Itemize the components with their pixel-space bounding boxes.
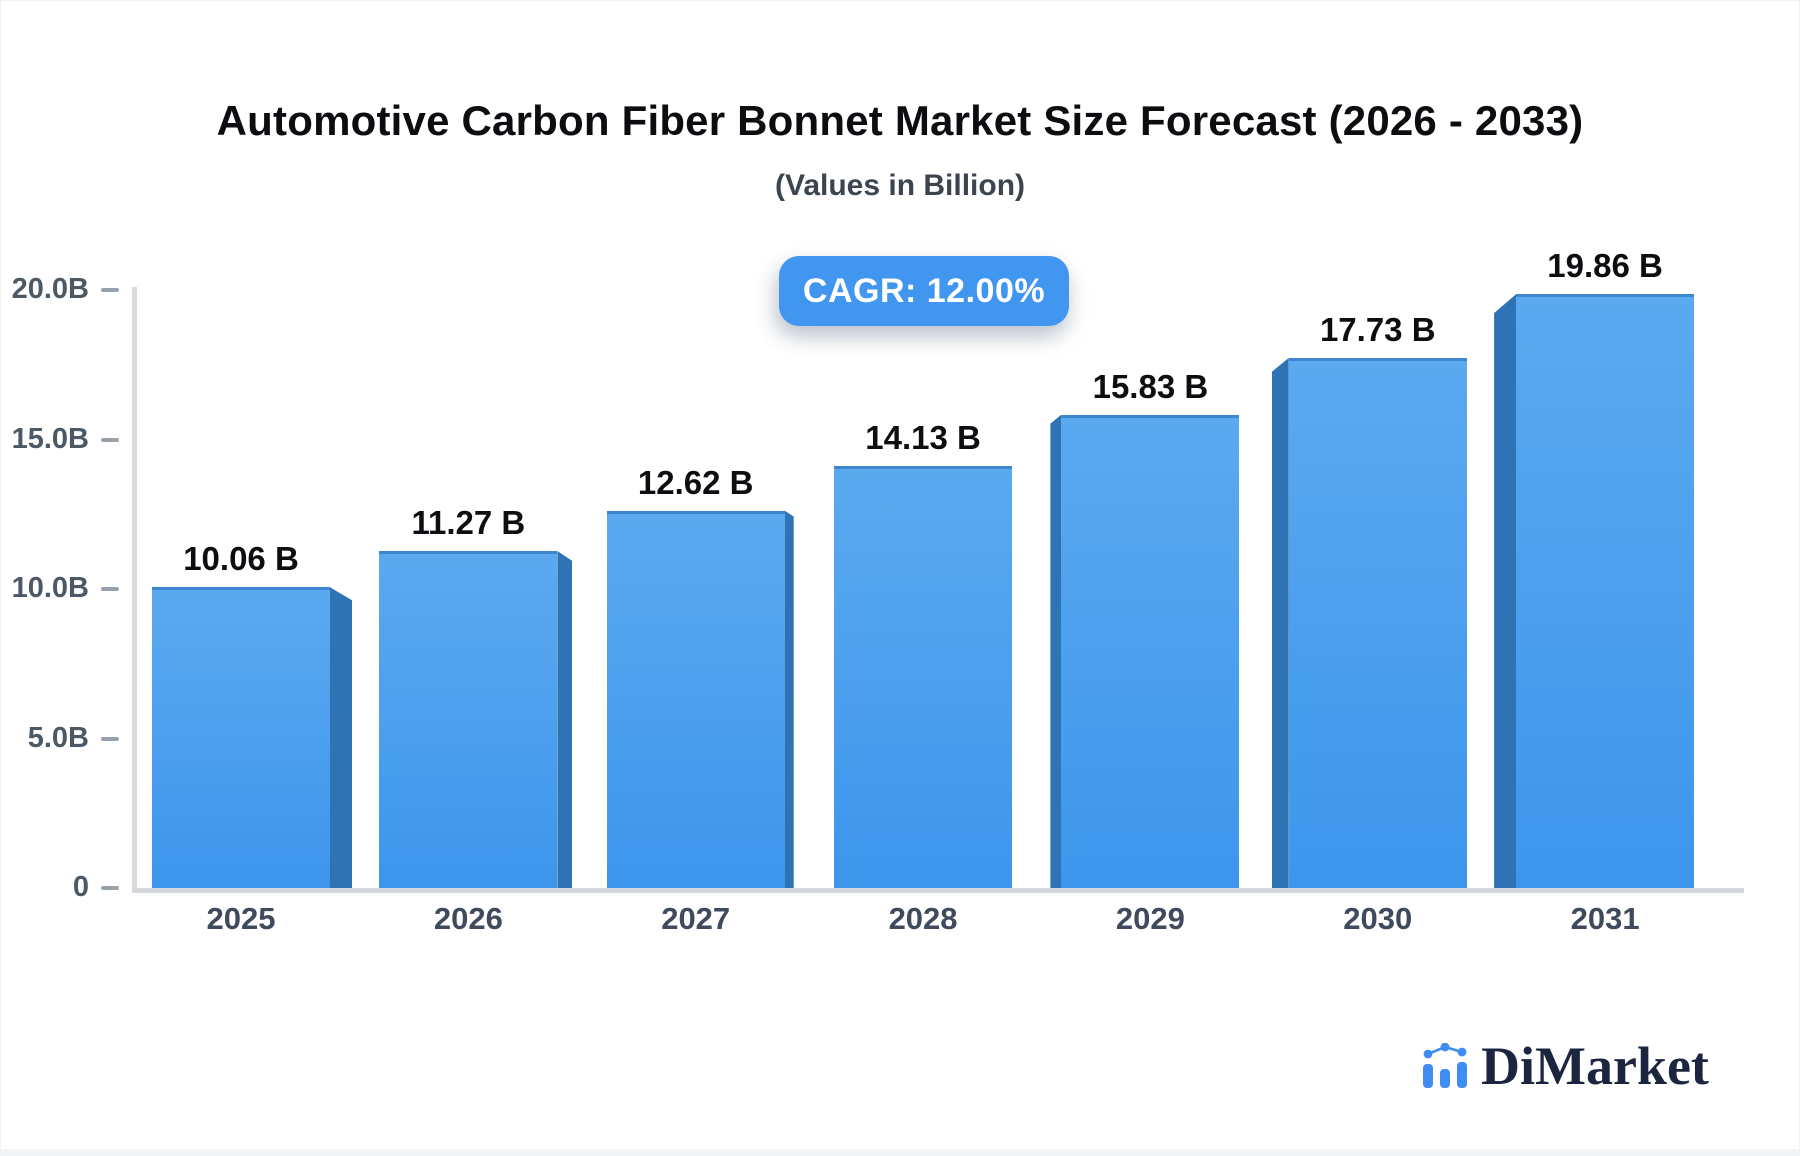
y-axis-line — [132, 287, 137, 892]
bar-face — [379, 551, 558, 888]
bar-value-label: 14.13 B — [865, 418, 981, 456]
x-axis-label: 2028 — [888, 901, 958, 936]
bar-side-3d — [1271, 357, 1289, 888]
bar-face — [1516, 294, 1695, 888]
bar-face — [1061, 414, 1240, 888]
y-axis-label: 10.0B — [11, 572, 89, 604]
bar-face — [606, 510, 785, 888]
x-axis-label: 2025 — [206, 901, 276, 936]
bar-face — [834, 465, 1013, 888]
bar-value-label: 15.83 B — [1092, 367, 1209, 405]
y-axis-label: 20.0B — [11, 273, 89, 305]
x-axis-label: 2029 — [1115, 901, 1185, 936]
bar-value-label: 19.86 B — [1547, 247, 1663, 285]
bar-side-3d — [557, 551, 573, 888]
y-axis-tick — [101, 886, 119, 890]
chart-title: Automotive Carbon Fiber Bonnet Market Si… — [216, 97, 1584, 144]
bar-side-3d — [1494, 294, 1517, 888]
y-axis-tick — [101, 437, 119, 442]
bar-side-3d — [1050, 414, 1062, 888]
cagr-badge: CAGR: 12.00% — [779, 256, 1069, 326]
chart-subtitle: (Values in Billion) — [774, 169, 1026, 202]
brand-logo-text: DiMarket — [1481, 1036, 1709, 1096]
y-axis-tick — [101, 288, 119, 292]
x-axis-label: 2026 — [433, 901, 503, 936]
y-axis-label: 5.0B — [27, 721, 89, 754]
mini-bar-chart-icon — [1423, 1043, 1467, 1088]
bar-side-3d — [330, 587, 352, 888]
bar-value-label: 10.06 B — [183, 540, 299, 578]
y-axis-tick — [101, 587, 119, 591]
y-axis-label: 15.0B — [11, 422, 89, 455]
y-axis-tick — [101, 736, 119, 741]
bar-value-label: 17.73 B — [1319, 310, 1436, 348]
x-axis-label: 2030 — [1343, 901, 1413, 936]
brand-logo: DiMarket — [1421, 1039, 1709, 1093]
bar-side-3d — [784, 510, 794, 888]
bar-value-label: 11.27 B — [411, 504, 526, 542]
x-axis-label: 2031 — [1570, 901, 1640, 936]
x-axis-line — [132, 888, 1744, 893]
bar-face — [1288, 357, 1467, 888]
bar-face — [152, 587, 330, 888]
y-axis-label: 0 — [72, 871, 89, 903]
x-axis-label: 2027 — [661, 901, 731, 936]
bar-value-label: 12.62 B — [637, 463, 754, 501]
